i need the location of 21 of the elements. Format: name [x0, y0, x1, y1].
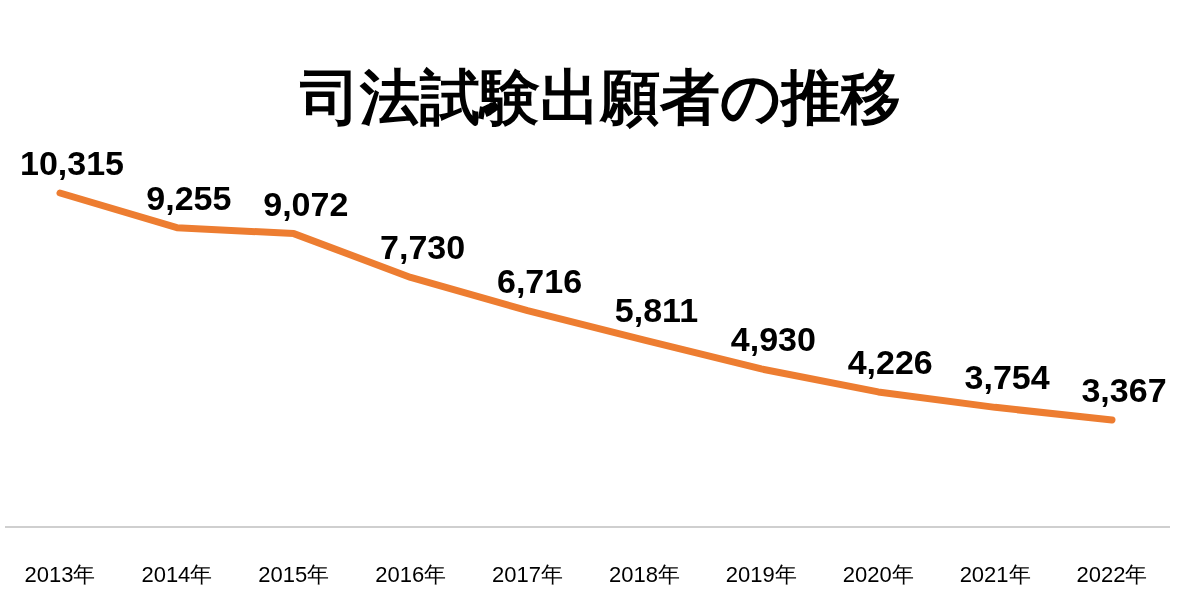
- data-label: 3,754: [964, 358, 1050, 397]
- data-label: 4,930: [730, 319, 816, 358]
- x-tick-label: 2020年: [842, 562, 914, 587]
- data-label: 9,255: [146, 178, 232, 217]
- x-tick-label: 2021年: [959, 562, 1031, 587]
- x-tick-label: 2019年: [725, 562, 797, 587]
- chart-title: 司法試験出願者の推移: [298, 64, 901, 131]
- data-label: 6,716: [497, 261, 583, 300]
- x-tick-label: 2018年: [608, 562, 680, 587]
- data-label: 9,072: [263, 184, 349, 223]
- data-label: 7,730: [380, 228, 466, 267]
- x-tick-label: 2022年: [1076, 562, 1148, 587]
- x-tick-label: 2013年: [24, 562, 96, 587]
- x-tick-label: 2014年: [141, 562, 213, 587]
- x-tick-label: 2017年: [492, 562, 564, 587]
- x-tick-label: 2015年: [258, 562, 330, 587]
- x-tick-label: 2016年: [375, 562, 447, 587]
- data-label: 4,226: [847, 342, 933, 381]
- data-label: 5,811: [614, 291, 699, 330]
- data-label: 3,367: [1081, 371, 1167, 409]
- data-label: 10,315: [20, 144, 124, 182]
